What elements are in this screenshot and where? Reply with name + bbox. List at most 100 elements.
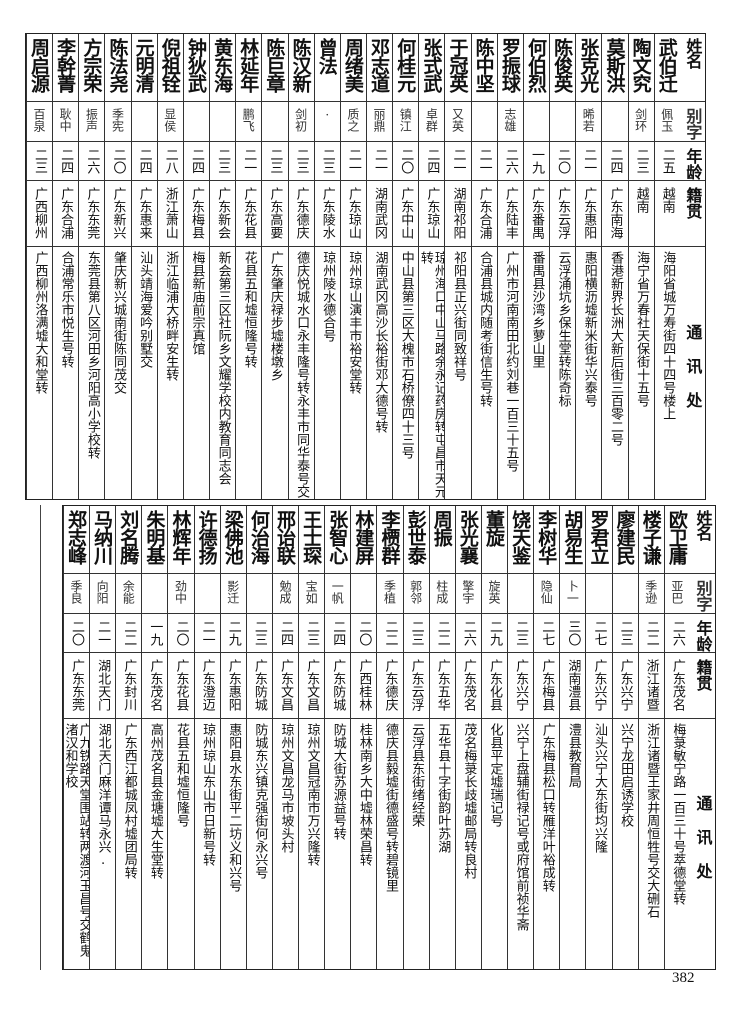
- page-number: 382: [672, 970, 695, 986]
- name-text: 郑志峰: [64, 510, 87, 564]
- origin-text: 广东兴宁: [513, 659, 529, 711]
- origin-cell: 广东南海: [602, 180, 628, 246]
- alias-text: 一帆: [330, 580, 345, 604]
- alias-cell: [210, 101, 236, 141]
- alias-text: 向阳: [95, 580, 110, 604]
- origin-cell: 广东中山: [393, 180, 419, 246]
- alias-text: 余能: [121, 580, 136, 604]
- alias-text: ·: [320, 108, 335, 122]
- age-cell: 二四: [131, 141, 157, 180]
- person-column: 周绪美 质之 二一 广东琼山 琼州琼山演丰市裕安堂转: [339, 34, 366, 499]
- name-text: 黄东海: [211, 38, 234, 92]
- person-column: 武伯迁 佩玉 二五 越南 海阳省城万寿街四十四号楼上: [653, 34, 680, 499]
- alias-cell: [550, 101, 576, 141]
- alias-cell: ·: [314, 101, 340, 141]
- header-age-label: 年龄: [683, 148, 703, 180]
- header-address: 通讯处: [689, 718, 715, 969]
- age-cell: 二二: [429, 613, 455, 652]
- address-text: 惠阳县水东街平二坊义和兴号: [226, 723, 242, 892]
- age-text: 二一: [372, 148, 388, 174]
- name-cell: 李幹菁: [53, 34, 78, 101]
- origin-cell: 广东花县: [168, 652, 194, 718]
- name-cell: 张光襄: [456, 506, 481, 573]
- left-border-line: [40, 505, 41, 970]
- person-column: 彭世泰 郭邻 二三 广东云浮 云浮县东街绪经荣: [402, 506, 429, 969]
- alias-cell: 振声: [79, 101, 105, 141]
- origin-text: 广东东莞: [84, 187, 100, 239]
- alias-text: 勉成: [277, 580, 292, 604]
- address-cell: 广九铁路天堂围站转两渡河玉昌号交鹤鬼渚汉和学校: [63, 718, 89, 969]
- origin-cell: 广东花县: [236, 180, 262, 246]
- alias-cell: 宝如: [299, 573, 325, 613]
- age-cell: 二八: [157, 141, 183, 180]
- name-cell: 倪祖铨: [158, 34, 183, 101]
- alias-cell: 亚巴: [664, 573, 690, 613]
- address-cell: 花县五和墟恒隆号转: [236, 246, 262, 499]
- alias-cell: 卓群: [419, 101, 445, 141]
- age-text: 二三: [408, 620, 424, 646]
- origin-cell: 广东兴宁: [508, 652, 534, 718]
- origin-cell: 广东兴宁: [586, 652, 612, 718]
- alias-cell: 季植: [377, 573, 403, 613]
- age-text: 二〇: [173, 620, 189, 646]
- address-text: 浙江临浦大桥畔安生转: [163, 251, 179, 381]
- age-text: 二〇: [356, 620, 372, 646]
- origin-cell: 广东陵水: [314, 180, 340, 246]
- header-origin: 籍贯: [689, 652, 715, 718]
- header-origin-label: 籍贯: [683, 187, 703, 219]
- name-text: 陶文究: [629, 38, 652, 92]
- address-cell: 香港新界长洲大新后街三百零二号: [602, 246, 628, 499]
- age-text: 二〇: [555, 148, 571, 174]
- person-column: 钟狄武 二四 广东梅县 梅县新庙前宗真馆: [182, 34, 210, 499]
- alias-cell: 丽鼎: [366, 101, 393, 141]
- name-cell: 黄东海: [210, 34, 235, 101]
- header-column: 姓名 别字 年龄 籍贯 通讯处: [679, 34, 705, 499]
- name-text: 胡易生: [561, 510, 584, 564]
- alias-cell: 又英: [445, 101, 471, 141]
- address-cell: 合浦县城内随考街信生号转: [471, 246, 497, 499]
- age-text: 二四: [424, 148, 440, 174]
- name-text: 林延年: [237, 38, 260, 92]
- person-column: 陈汉新 剑初 二三 广东德庆 德庆悦城水口永丰隆号转永丰市同华泰号交: [287, 34, 314, 499]
- name-cell: 许德扬: [195, 506, 220, 573]
- age-cell: 二三: [210, 141, 236, 180]
- address-cell: 化县平定墟瑞记号: [481, 718, 507, 969]
- age-cell: 二三: [403, 613, 429, 652]
- origin-cell: 广东化县: [481, 652, 507, 718]
- origin-cell: 广东云浮: [403, 652, 429, 718]
- address-text: 琼州海口中山马路余永记药房转屯昌市天元转: [419, 251, 445, 498]
- alias-cell: 卜一: [560, 573, 586, 613]
- name-text: 邢诒联: [273, 510, 296, 564]
- age-cell: 二三: [288, 141, 314, 180]
- origin-text: 湖南澧县: [565, 659, 581, 711]
- person-column: 邓志道 丽鼎 二一 湖南武冈 湖南武冈高沙长裕街邓大德号转: [365, 34, 393, 499]
- age-cell: 二二: [377, 613, 403, 652]
- address-text: 惠阳横沥墟新米街华兴泰号: [581, 251, 597, 407]
- address-cell: 中山县第三区大槐市石桥僚四十三号: [393, 246, 419, 499]
- address-text: 湖北天门麻洋谭马永兴.: [95, 723, 111, 868]
- address-cell: 广西柳州洛满墟大和堂转: [26, 246, 53, 499]
- name-cell: 欧卫庸: [665, 506, 690, 573]
- origin-cell: 湖北天门: [90, 652, 116, 718]
- name-text: 王士琛: [300, 510, 323, 564]
- name-cell: 胡易生: [560, 506, 585, 573]
- age-text: 二三: [304, 620, 320, 646]
- name-text: 董旋: [482, 510, 505, 546]
- alias-text: 隐仙: [539, 580, 554, 604]
- person-column: 李树华 隐仙 二七 广东梅县 广东梅县松口转雁洋叶裕成转: [533, 506, 560, 969]
- origin-text: 湖北天门: [95, 659, 111, 711]
- origin-text: 湖南祁阳: [450, 187, 466, 239]
- name-text: 武伯迁: [655, 38, 678, 92]
- person-column: 张式武 卓群 二四 广东琼山 琼州海口中山马路余永记药房转屯昌市天元转: [418, 34, 445, 499]
- origin-text: 广东茂名: [669, 659, 685, 711]
- alias-cell: 鹏飞: [236, 101, 262, 141]
- person-column: 胡易生 卜一 三〇 湖南澧县 澧县教育局: [559, 506, 586, 969]
- origin-cell: 湖南武冈: [366, 180, 393, 246]
- name-text: 朱明基: [143, 510, 166, 564]
- origin-text: 广东兴宁: [617, 659, 633, 711]
- alias-cell: [586, 573, 612, 613]
- age-cell: 二一: [366, 141, 393, 180]
- origin-text: 广东琼山: [345, 187, 361, 239]
- alias-cell: 勉成: [272, 573, 298, 613]
- origin-text: 浙江萧山: [162, 187, 178, 239]
